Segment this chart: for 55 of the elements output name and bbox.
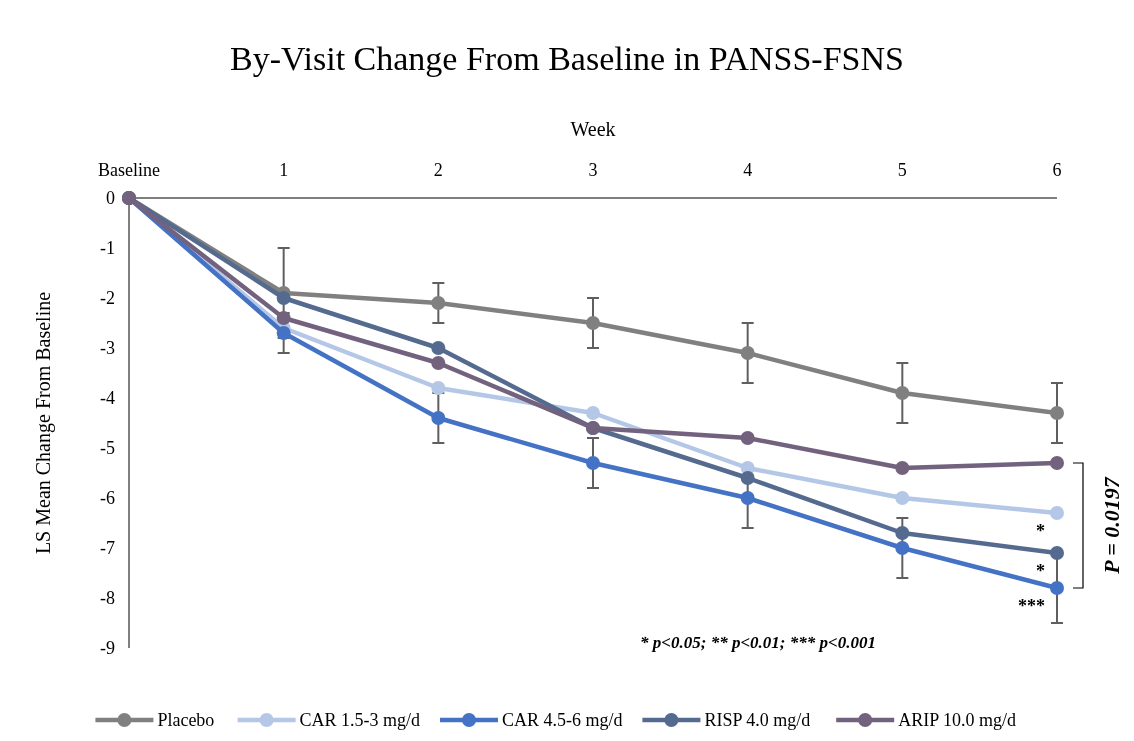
point — [276, 291, 291, 305]
y-tick-label: -2 — [100, 288, 115, 308]
point — [1050, 546, 1064, 560]
point — [431, 356, 446, 370]
x-tick-label: Baseline — [98, 160, 160, 180]
point — [586, 406, 600, 420]
point — [740, 431, 755, 445]
legend-label: CAR 1.5-3 mg/d — [299, 710, 421, 730]
x-tick-label: 4 — [743, 160, 753, 180]
point — [1050, 506, 1064, 520]
y-tick-label: 0 — [106, 188, 115, 208]
y-tick-label: -4 — [100, 388, 115, 408]
point — [276, 326, 291, 340]
annotation: * p<0.05; ** p<0.01; *** p<0.001 — [640, 633, 876, 652]
annotation: * — [1036, 521, 1045, 541]
y-axis-title: LS Mean Change From Baseline — [32, 291, 55, 555]
point — [586, 316, 600, 330]
point — [586, 456, 600, 470]
point — [1050, 406, 1064, 420]
text: P = 0.0197 — [1099, 476, 1124, 575]
point — [431, 296, 446, 310]
point — [895, 461, 910, 475]
x-tick-label: 2 — [433, 160, 443, 180]
y-tick-label: -1 — [100, 238, 115, 258]
point — [895, 491, 910, 505]
point — [431, 381, 446, 395]
legend-label: RISP 4.0 mg/d — [704, 710, 811, 730]
point — [895, 541, 910, 555]
x-tick-label: 5 — [897, 160, 907, 180]
y-tick-label: -5 — [100, 438, 115, 458]
annotation: * — [1036, 561, 1045, 581]
x-tick-label: 3 — [588, 160, 598, 180]
point — [740, 491, 755, 505]
point — [740, 471, 755, 485]
y-tick-label: -7 — [100, 538, 115, 558]
point — [276, 311, 291, 325]
point — [895, 386, 910, 400]
point — [431, 411, 446, 425]
point — [431, 341, 446, 355]
legend-label: CAR 4.5-6 mg/d — [502, 710, 623, 730]
y-tick-label: -6 — [100, 488, 115, 508]
chart-title: By-Visit Change From Baseline in PANSS-FSNS — [230, 40, 904, 77]
point — [895, 526, 910, 540]
legend-label: Placebo — [157, 710, 215, 730]
y-tick-label: -3 — [100, 338, 115, 358]
legend-label: ARIP 10.0 mg/d — [898, 710, 1017, 730]
point — [740, 346, 755, 360]
y-tick-label: -9 — [100, 638, 115, 658]
point — [1050, 581, 1064, 595]
y-tick-label: -8 — [100, 588, 115, 608]
x-tick-label: 6 — [1052, 160, 1062, 180]
x-tick-label: 1 — [279, 160, 289, 180]
x-axis-title: Week — [570, 118, 616, 140]
annotation: *** — [1018, 596, 1045, 616]
point — [1050, 456, 1064, 470]
